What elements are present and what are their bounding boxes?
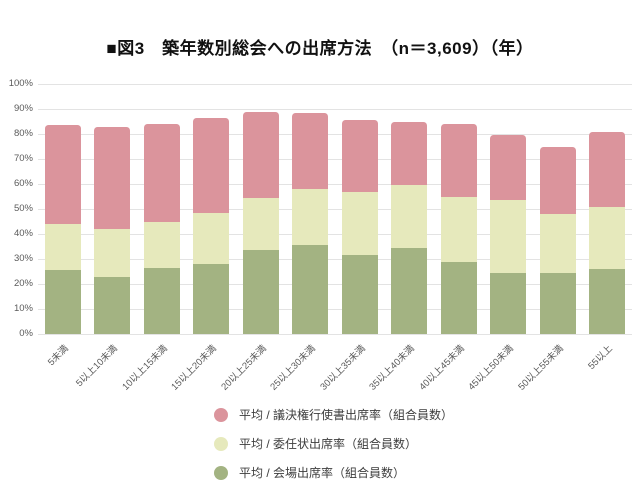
bar-segment xyxy=(490,200,527,273)
y-tick-label: 10% xyxy=(13,303,33,314)
gridline xyxy=(38,209,632,210)
bar-segment xyxy=(490,135,527,201)
gridline xyxy=(38,134,632,135)
bar-segment xyxy=(143,221,180,268)
bar-segment xyxy=(341,191,378,256)
bar-segment xyxy=(44,270,81,334)
stacked-bar xyxy=(242,111,279,334)
bar-segment xyxy=(44,125,81,224)
stacked-bar xyxy=(539,146,576,334)
y-tick-label: 90% xyxy=(13,103,33,114)
stacked-bar xyxy=(94,126,131,334)
bar-segment xyxy=(490,272,527,334)
bar-segment xyxy=(94,229,131,277)
y-tick-label: 40% xyxy=(13,228,33,239)
bar-segment xyxy=(193,117,230,213)
bar-segment xyxy=(193,212,230,264)
y-tick-label: 70% xyxy=(13,153,33,164)
y-tick-label: 60% xyxy=(13,178,33,189)
y-tick-label: 80% xyxy=(13,128,33,139)
bar-segment xyxy=(589,269,626,334)
bar-segment xyxy=(341,255,378,334)
bar-segment xyxy=(292,112,329,189)
legend-color-dot-icon xyxy=(214,436,228,451)
bar-segment xyxy=(292,245,329,334)
legend-row: 平均 / 会場出席率（組合員数） xyxy=(214,458,453,480)
bar-segment xyxy=(193,264,230,334)
legend-row: 平均 / 議決権行使書出席率（組合員数） xyxy=(214,400,453,429)
stacked-bar xyxy=(440,124,477,334)
legend: 平均 / 議決権行使書出席率（組合員数） 平均 / 委任状出席率（組合員数） 平均 … xyxy=(214,400,453,480)
y-tick-label: 20% xyxy=(13,278,33,289)
bar-segment xyxy=(589,206,626,269)
stacked-bar xyxy=(341,120,378,334)
bar-segment xyxy=(539,146,576,214)
bar-segment xyxy=(94,126,131,229)
stacked-bar xyxy=(143,124,180,334)
bar-segment xyxy=(143,267,180,334)
bar-segment xyxy=(143,124,180,222)
legend-row: 平均 / 委任状出席率（組合員数） xyxy=(214,429,453,458)
stacked-bar xyxy=(589,131,626,334)
bar-segment xyxy=(440,261,477,334)
stacked-bar xyxy=(292,112,329,334)
y-tick-label: 0% xyxy=(19,328,33,339)
bar-segment xyxy=(589,131,626,207)
bar-segment xyxy=(292,189,329,246)
plot-area xyxy=(38,84,632,335)
gridline xyxy=(38,184,632,185)
bar-segment xyxy=(242,111,279,198)
legend-color-dot-icon xyxy=(214,465,228,480)
legend-label: 平均 / 委任状出席率（組合員数） xyxy=(239,437,418,451)
bar-segment xyxy=(391,247,428,334)
bar-segment xyxy=(94,276,131,334)
gridline xyxy=(38,109,632,110)
legend-color-dot-icon xyxy=(214,407,228,422)
bar-segment xyxy=(440,196,477,262)
gridline xyxy=(38,284,632,285)
bar-segment xyxy=(44,224,81,271)
gridline xyxy=(38,259,632,260)
gridline xyxy=(38,234,632,235)
bar-segment xyxy=(539,214,576,273)
legend-label: 平均 / 会場出席率（組合員数） xyxy=(239,466,406,480)
y-tick-label: 50% xyxy=(13,203,33,214)
stacked-bar xyxy=(193,117,230,334)
bar-segment xyxy=(242,250,279,334)
bar-segment xyxy=(539,272,576,334)
bar-segment xyxy=(391,121,428,186)
bar-segment xyxy=(242,197,279,251)
bar-segment xyxy=(341,120,378,192)
bar-segment xyxy=(391,185,428,248)
gridline xyxy=(38,309,632,310)
y-tick-label: 100% xyxy=(8,78,33,89)
bar-segment xyxy=(440,124,477,197)
gridline xyxy=(38,334,632,335)
stacked-bar xyxy=(391,121,428,334)
gridline xyxy=(38,159,632,160)
stacked-bar xyxy=(490,135,527,334)
legend-label: 平均 / 議決権行使書出席率（組合員数） xyxy=(239,408,454,422)
y-tick-label: 30% xyxy=(13,253,33,264)
gridline xyxy=(38,84,632,85)
chart-title: ■図3 築年数別総会への出席方法 （n＝3,609）（年） xyxy=(106,39,534,58)
stacked-bar xyxy=(44,125,81,334)
